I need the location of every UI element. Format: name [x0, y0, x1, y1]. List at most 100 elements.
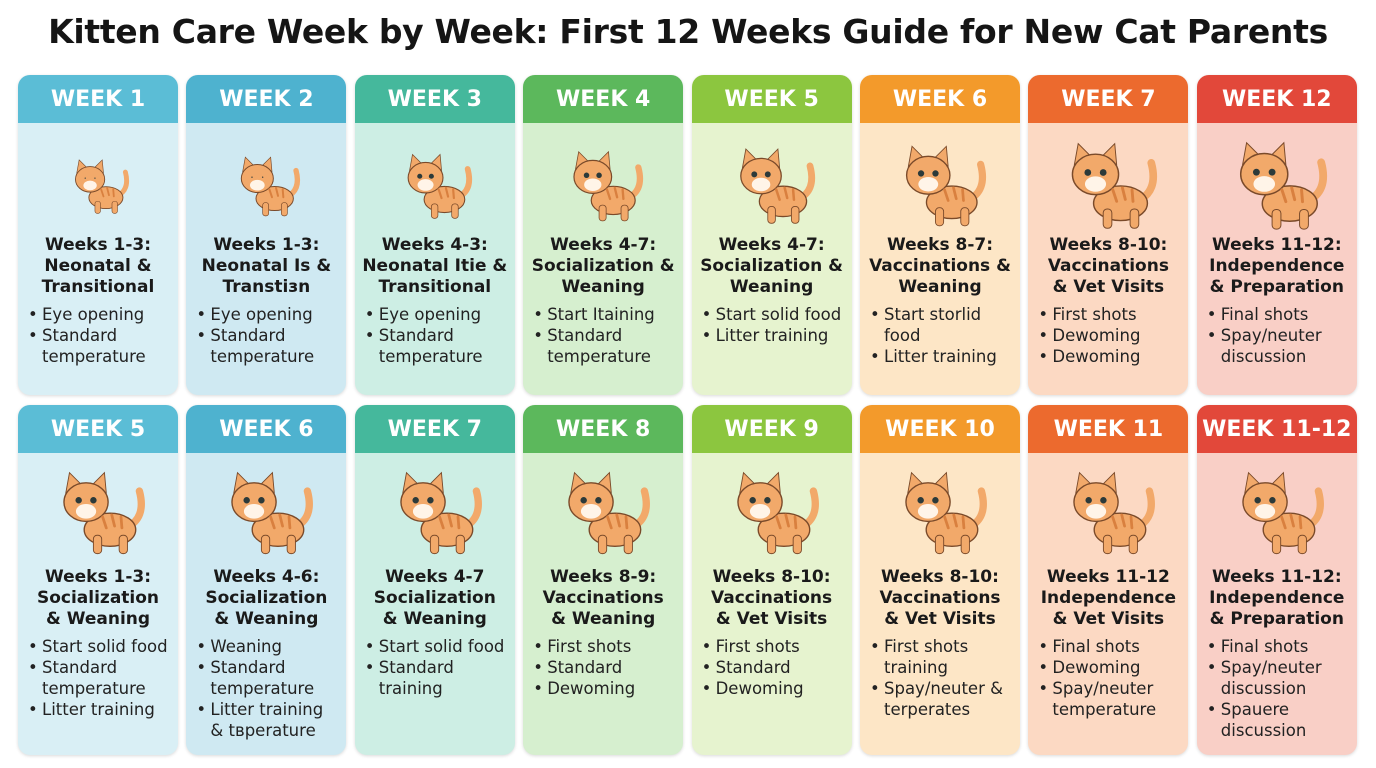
care-item: Litter training & tвperature: [196, 699, 338, 741]
care-item: Spauere discussion: [1207, 699, 1349, 741]
page-title: Kitten Care Week by Week: First 12 Weeks…: [48, 12, 1328, 51]
week-label: WEEK 10: [860, 405, 1020, 453]
stage-heading: Weeks 4-7: Socialization & Weaning: [692, 235, 852, 298]
care-list: Final shotsDewomingSpay/neuter temperatu…: [1028, 636, 1188, 720]
heading-line: & Vet Visits: [715, 609, 828, 629]
kitten-leg: [455, 534, 465, 555]
care-item: Dewoming: [1038, 325, 1180, 346]
kitten-muzzle: [417, 179, 434, 191]
stage-heading: Weeks 4-6: Socialization & Weaning: [186, 567, 346, 630]
kitten-stripe: [943, 186, 965, 202]
kitten: [407, 153, 472, 219]
week-card: WEEK 11 Weeks 11-12 Independence & Vet Visi…: [1028, 405, 1189, 755]
kitten-leg: [94, 200, 101, 214]
care-item: Litter training: [28, 699, 170, 720]
care-item: Final shots: [1207, 304, 1349, 325]
care-list: First shotsStandardDewoming: [523, 636, 683, 699]
kitten-leg: [934, 534, 945, 555]
kitten-eye: [75, 497, 82, 504]
care-item: Spay/neuter discussion: [1207, 325, 1349, 367]
heading-line: Neonatal Itie &: [362, 256, 508, 276]
kitten-eye: [764, 171, 771, 178]
care-item: Standard temperature: [196, 657, 338, 699]
kitten: [739, 148, 815, 224]
kitten-eye: [1100, 169, 1107, 176]
week-label: WEEK 9: [691, 405, 852, 453]
kitten-leg: [960, 207, 970, 227]
kitten-leg: [1271, 534, 1281, 555]
care-item: Eye opening: [28, 304, 170, 325]
care-item: Standard temperature: [365, 325, 507, 367]
kitten-stripe: [101, 513, 124, 530]
heading-line: Independence: [1040, 588, 1177, 608]
heading-line: Weeks 4-7: [385, 567, 485, 587]
care-list: Eye openingStandard temperature: [355, 304, 515, 367]
kitten-leg: [1271, 208, 1282, 230]
stage-heading: Weeks 8-7: Vaccinations & Weaning: [860, 235, 1020, 298]
stage-heading: Weeks 1-3: Neonatal & Transitional: [18, 235, 178, 298]
stage-heading: Weeks 4-3: Neonatal Itie & Transitional: [355, 235, 515, 298]
kitten: [736, 471, 819, 555]
kitten-leg: [790, 206, 800, 224]
kitten-eye: [580, 497, 588, 504]
kitten-eye: [1252, 168, 1260, 176]
kitten-muzzle: [75, 503, 97, 519]
kitten-eye: [750, 171, 757, 178]
heading-line: & Weaning: [551, 609, 656, 629]
kitten-head: [407, 161, 444, 194]
kitten-stripe: [605, 186, 625, 201]
kitten-eye: [428, 173, 434, 179]
heading-line: Independence: [1209, 256, 1345, 276]
kitten-head: [1072, 153, 1120, 196]
heading-line: Weeks 8-10:: [712, 567, 831, 587]
care-item: Litter training: [702, 325, 844, 346]
care-item: Standard temperature: [196, 325, 338, 367]
care-item: Final shots: [1038, 636, 1180, 657]
kitten-leg: [766, 534, 776, 555]
kitten-eye: [1100, 497, 1108, 504]
week-card: WEEK 3 Weeks 4-3: Neonatal Itie & Transitio…: [354, 75, 515, 395]
week-label: WEEK 11: [1028, 405, 1189, 453]
kitten-eye: [1085, 497, 1093, 504]
heading-line: Socialization: [205, 588, 328, 608]
heading-line: Weeks 8-9:: [550, 567, 657, 587]
heading-line: Weeks 4-3:: [381, 235, 488, 255]
heading-line: & Vet Visits: [1052, 277, 1165, 297]
care-item: Litter training: [870, 346, 1012, 367]
care-item: Dewoming: [533, 678, 675, 699]
kitten-leg: [1297, 534, 1307, 555]
kitten-muzzle: [412, 503, 433, 519]
heading-line: Vaccinations: [1047, 256, 1169, 276]
care-item: Start solid food: [28, 636, 170, 657]
kitten-eye: [258, 497, 266, 504]
kitten-stripe: [1111, 513, 1134, 530]
kitten-muzzle: [749, 503, 770, 519]
stage-heading: Weeks 11-12: Independence & Preparation: [1197, 567, 1357, 630]
kitten-illustration: [75, 159, 130, 214]
care-list: Final shotsSpay/neuter discussion: [1197, 304, 1357, 367]
care-item: Dewoming: [1038, 657, 1180, 678]
kitten-illustration: [231, 471, 314, 555]
care-list: WeaningStandard temperatureLitter traini…: [186, 636, 346, 741]
kitten: [1242, 471, 1324, 555]
kitten: [231, 471, 314, 555]
kitten-eye: [932, 497, 939, 504]
care-item: Standard temperature: [28, 657, 170, 699]
kitten-leg: [1130, 208, 1140, 229]
kitten-head: [573, 159, 613, 194]
kitten: [63, 471, 145, 555]
kitten-eye: [84, 177, 86, 179]
care-list: Start storlid foodLitter training: [860, 304, 1020, 367]
kitten-head: [1242, 482, 1288, 523]
heading-line: & Preparation: [1209, 609, 1344, 629]
heading-line: Weeks 8-10:: [1049, 235, 1168, 255]
kitten-leg: [92, 534, 103, 555]
